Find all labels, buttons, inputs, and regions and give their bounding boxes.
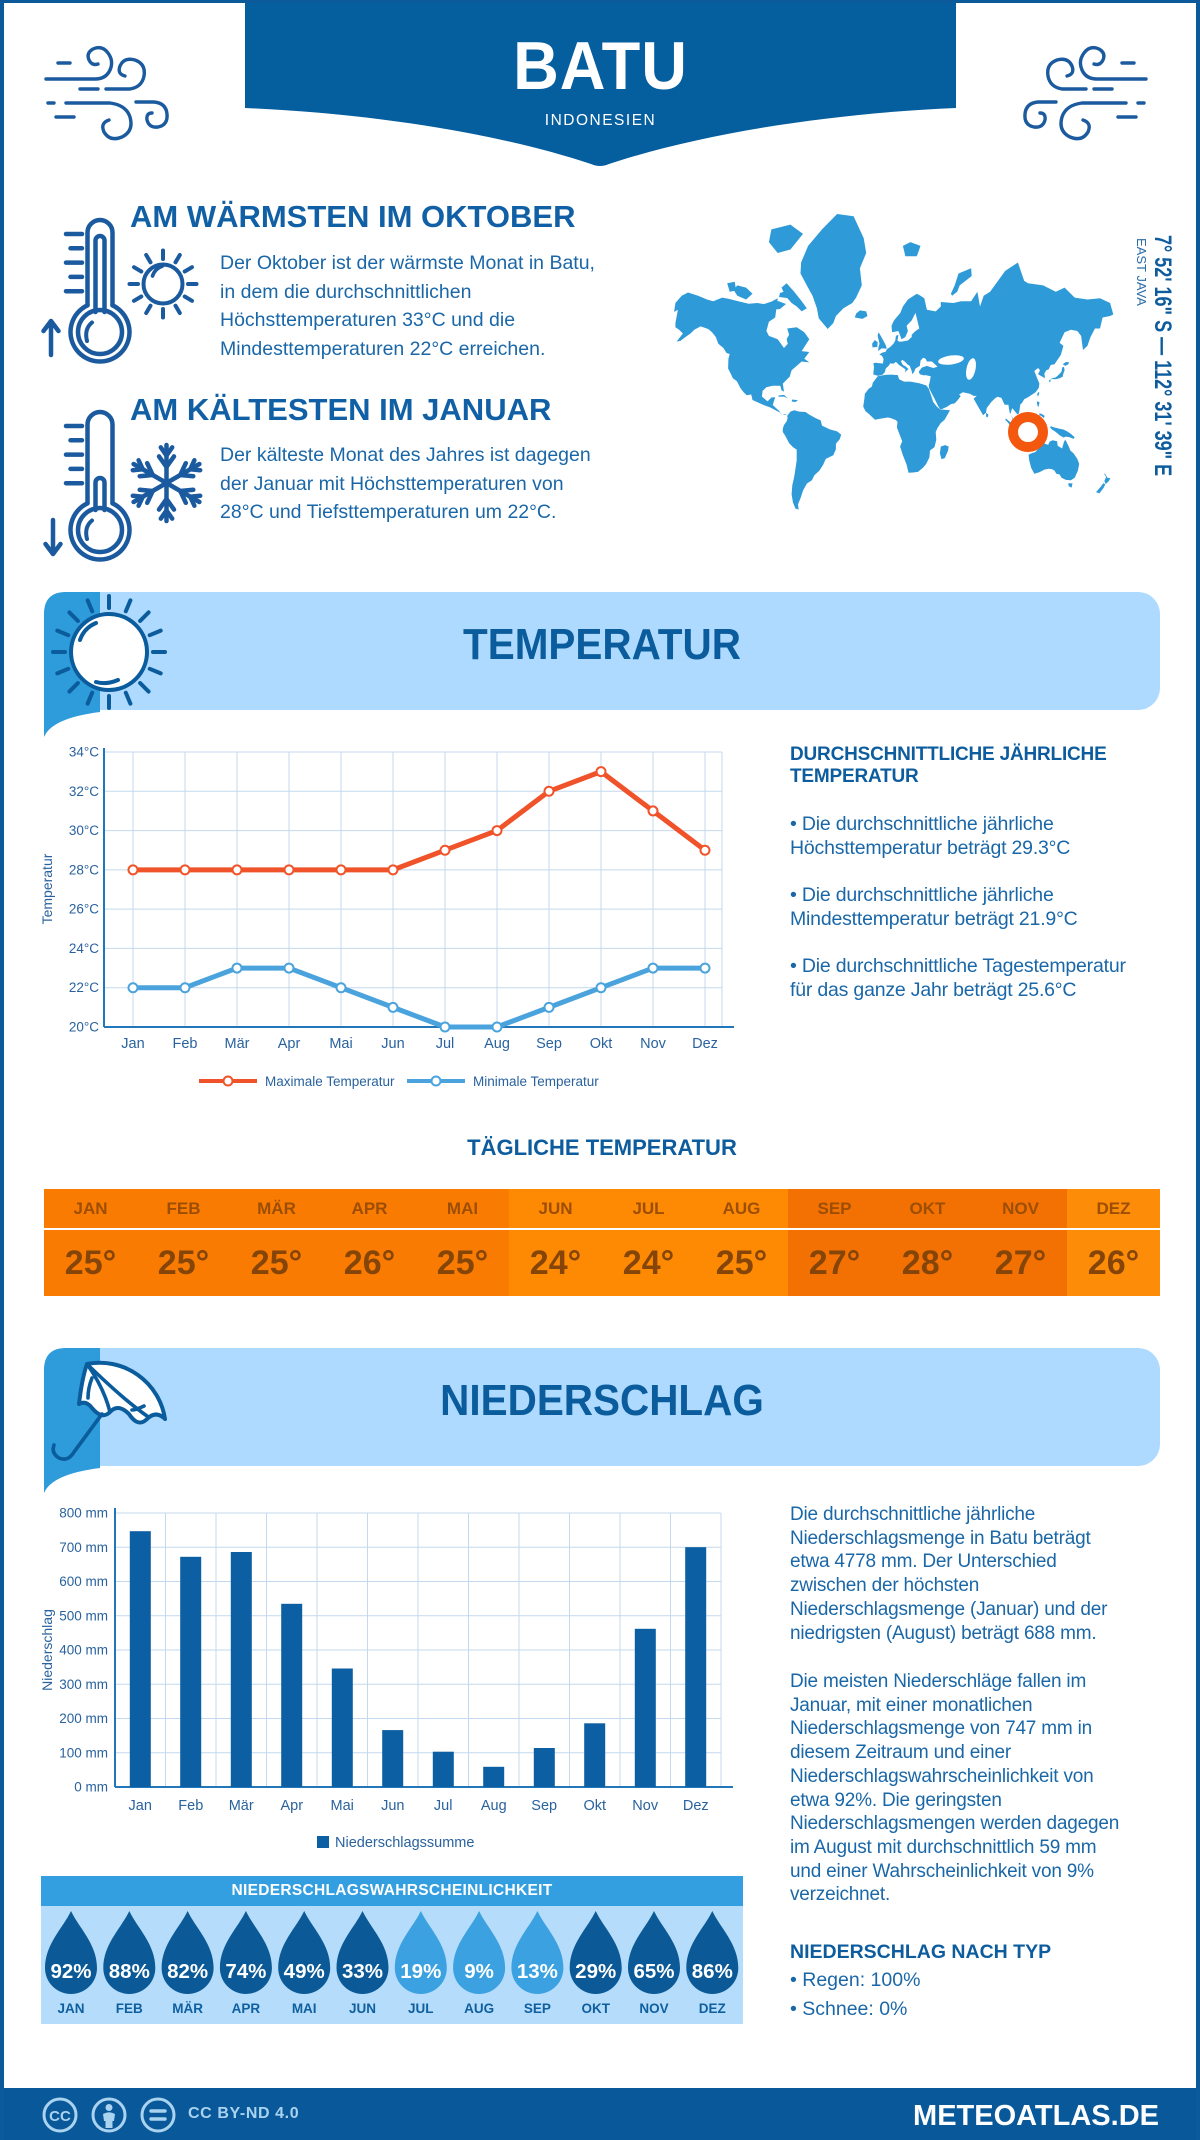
svg-text:29%: 29% xyxy=(575,1960,616,1983)
svg-text:Feb: Feb xyxy=(173,1036,198,1052)
svg-text:Niederschlagssumme: Niederschlagssumme xyxy=(335,1835,474,1851)
svg-text:24°C: 24°C xyxy=(69,941,99,956)
svg-text:Aug: Aug xyxy=(484,1036,510,1052)
svg-text:Mär: Mär xyxy=(229,1798,254,1814)
svg-text:34°C: 34°C xyxy=(69,745,99,760)
svg-text:200 mm: 200 mm xyxy=(59,1711,108,1726)
svg-text:19%: 19% xyxy=(400,1960,441,1983)
svg-text:0 mm: 0 mm xyxy=(74,1780,108,1795)
svg-text:Apr: Apr xyxy=(281,1798,304,1814)
svg-text:92%: 92% xyxy=(50,1960,91,1983)
svg-text:Dez: Dez xyxy=(692,1036,718,1052)
svg-text:Nov: Nov xyxy=(640,1036,667,1052)
svg-text:20°C: 20°C xyxy=(69,1020,99,1035)
svg-text:28°C: 28°C xyxy=(69,862,99,877)
svg-text:13%: 13% xyxy=(517,1960,558,1983)
svg-text:MÄR: MÄR xyxy=(172,2001,203,2016)
svg-text:Mär: Mär xyxy=(225,1036,250,1052)
svg-text:30°C: 30°C xyxy=(69,823,99,838)
svg-text:Dez: Dez xyxy=(683,1798,709,1814)
svg-text:700 mm: 700 mm xyxy=(59,1540,108,1555)
svg-text:500 mm: 500 mm xyxy=(59,1608,108,1623)
svg-text:FEB: FEB xyxy=(116,2001,143,2016)
svg-text:Apr: Apr xyxy=(278,1036,301,1052)
svg-text:800 mm: 800 mm xyxy=(59,1506,108,1521)
svg-text:88%: 88% xyxy=(109,1960,150,1983)
svg-text:Mai: Mai xyxy=(331,1798,354,1814)
svg-text:MAI: MAI xyxy=(292,2001,317,2016)
svg-text:SEP: SEP xyxy=(524,2001,551,2016)
svg-text:65%: 65% xyxy=(633,1960,674,1983)
svg-text:49%: 49% xyxy=(284,1960,325,1983)
svg-text:Feb: Feb xyxy=(178,1798,203,1814)
svg-text:NOV: NOV xyxy=(639,2001,668,2016)
svg-text:JUL: JUL xyxy=(408,2001,434,2016)
svg-text:Aug: Aug xyxy=(481,1798,507,1814)
svg-text:74%: 74% xyxy=(225,1960,266,1983)
svg-text:Sep: Sep xyxy=(531,1798,557,1814)
svg-text:9%: 9% xyxy=(464,1960,494,1983)
svg-text:Jun: Jun xyxy=(381,1798,404,1814)
svg-text:Nov: Nov xyxy=(632,1798,659,1814)
svg-text:Maximale Temperatur: Maximale Temperatur xyxy=(265,1074,395,1089)
svg-text:Minimale Temperatur: Minimale Temperatur xyxy=(473,1074,599,1089)
svg-text:33%: 33% xyxy=(342,1960,383,1983)
svg-text:Mai: Mai xyxy=(329,1036,352,1052)
svg-text:AUG: AUG xyxy=(464,2001,494,2016)
svg-text:Jun: Jun xyxy=(381,1036,404,1052)
svg-text:100 mm: 100 mm xyxy=(59,1745,108,1760)
svg-text:APR: APR xyxy=(232,2001,261,2016)
svg-text:JUN: JUN xyxy=(349,2001,376,2016)
svg-text:400 mm: 400 mm xyxy=(59,1643,108,1658)
svg-text:32°C: 32°C xyxy=(69,784,99,799)
svg-text:Okt: Okt xyxy=(590,1036,613,1052)
svg-text:DEZ: DEZ xyxy=(699,2001,726,2016)
svg-text:Sep: Sep xyxy=(536,1036,562,1052)
svg-text:Jan: Jan xyxy=(121,1036,144,1052)
svg-text:Jan: Jan xyxy=(129,1798,152,1814)
svg-text:26°C: 26°C xyxy=(69,902,99,917)
svg-text:OKT: OKT xyxy=(581,2001,610,2016)
svg-text:300 mm: 300 mm xyxy=(59,1677,108,1692)
svg-text:22°C: 22°C xyxy=(69,980,99,995)
svg-text:Jul: Jul xyxy=(434,1798,453,1814)
svg-text:CC: CC xyxy=(49,2108,71,2125)
svg-text:Jul: Jul xyxy=(436,1036,455,1052)
svg-text:Okt: Okt xyxy=(584,1798,607,1814)
svg-text:JAN: JAN xyxy=(57,2001,84,2016)
svg-text:86%: 86% xyxy=(692,1960,733,1983)
svg-text:600 mm: 600 mm xyxy=(59,1574,108,1589)
svg-text:Temperatur: Temperatur xyxy=(39,853,55,924)
svg-text:82%: 82% xyxy=(167,1960,208,1983)
svg-text:Niederschlag: Niederschlag xyxy=(39,1609,55,1691)
